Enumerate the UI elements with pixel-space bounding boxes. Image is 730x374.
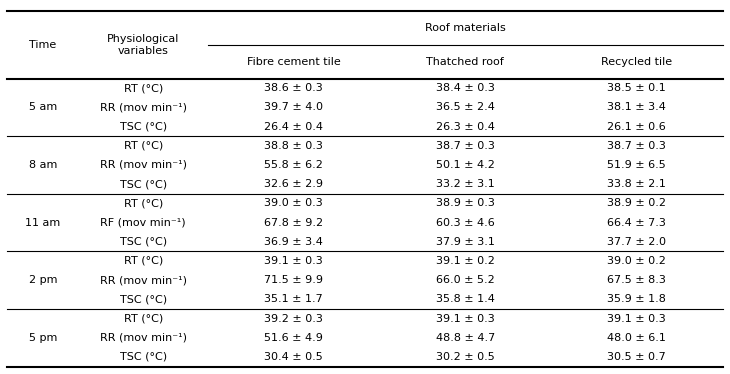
Text: 37.7 ± 2.0: 37.7 ± 2.0	[607, 237, 666, 247]
Text: Fibre cement tile: Fibre cement tile	[247, 57, 340, 67]
Text: Physiological
variables: Physiological variables	[107, 34, 180, 56]
Text: TSC (°C): TSC (°C)	[120, 237, 166, 247]
Text: 55.8 ± 6.2: 55.8 ± 6.2	[264, 160, 323, 170]
Text: 39.0 ± 0.2: 39.0 ± 0.2	[607, 256, 666, 266]
Text: RR (mov min⁻¹): RR (mov min⁻¹)	[100, 333, 187, 343]
Text: 5 am: 5 am	[29, 102, 57, 112]
Text: 26.1 ± 0.6: 26.1 ± 0.6	[607, 122, 666, 132]
Text: 39.0 ± 0.3: 39.0 ± 0.3	[264, 198, 323, 208]
Text: 39.1 ± 0.3: 39.1 ± 0.3	[607, 313, 666, 324]
Text: 35.9 ± 1.8: 35.9 ± 1.8	[607, 294, 666, 304]
Text: RT (°C): RT (°C)	[123, 313, 163, 324]
Text: 38.5 ± 0.1: 38.5 ± 0.1	[607, 83, 666, 93]
Text: 39.1 ± 0.3: 39.1 ± 0.3	[264, 256, 323, 266]
Text: 33.2 ± 3.1: 33.2 ± 3.1	[436, 179, 494, 189]
Text: 38.9 ± 0.3: 38.9 ± 0.3	[436, 198, 495, 208]
Text: 38.1 ± 3.4: 38.1 ± 3.4	[607, 102, 666, 112]
Text: 33.8 ± 2.1: 33.8 ± 2.1	[607, 179, 666, 189]
Text: 38.4 ± 0.3: 38.4 ± 0.3	[436, 83, 495, 93]
Text: 38.8 ± 0.3: 38.8 ± 0.3	[264, 141, 323, 151]
Text: 51.6 ± 4.9: 51.6 ± 4.9	[264, 333, 323, 343]
Text: 67.5 ± 8.3: 67.5 ± 8.3	[607, 275, 666, 285]
Text: 11 am: 11 am	[26, 218, 61, 227]
Text: 36.9 ± 3.4: 36.9 ± 3.4	[264, 237, 323, 247]
Text: 50.1 ± 4.2: 50.1 ± 4.2	[436, 160, 495, 170]
Text: TSC (°C): TSC (°C)	[120, 294, 166, 304]
Text: 37.9 ± 3.1: 37.9 ± 3.1	[436, 237, 495, 247]
Text: Time: Time	[29, 40, 57, 50]
Text: 38.7 ± 0.3: 38.7 ± 0.3	[436, 141, 495, 151]
Text: 66.0 ± 5.2: 66.0 ± 5.2	[436, 275, 494, 285]
Text: 38.9 ± 0.2: 38.9 ± 0.2	[607, 198, 666, 208]
Text: 39.2 ± 0.3: 39.2 ± 0.3	[264, 313, 323, 324]
Text: 35.8 ± 1.4: 35.8 ± 1.4	[436, 294, 495, 304]
Text: 67.8 ± 9.2: 67.8 ± 9.2	[264, 218, 323, 227]
Text: 30.4 ± 0.5: 30.4 ± 0.5	[264, 352, 323, 362]
Text: 71.5 ± 9.9: 71.5 ± 9.9	[264, 275, 323, 285]
Text: RT (°C): RT (°C)	[123, 198, 163, 208]
Text: 30.2 ± 0.5: 30.2 ± 0.5	[436, 352, 494, 362]
Text: 39.1 ± 0.3: 39.1 ± 0.3	[436, 313, 494, 324]
Text: 2 pm: 2 pm	[28, 275, 58, 285]
Text: TSC (°C): TSC (°C)	[120, 179, 166, 189]
Text: 32.6 ± 2.9: 32.6 ± 2.9	[264, 179, 323, 189]
Text: TSC (°C): TSC (°C)	[120, 352, 166, 362]
Text: RT (°C): RT (°C)	[123, 256, 163, 266]
Text: RT (°C): RT (°C)	[123, 83, 163, 93]
Text: 38.6 ± 0.3: 38.6 ± 0.3	[264, 83, 323, 93]
Text: 38.7 ± 0.3: 38.7 ± 0.3	[607, 141, 666, 151]
Text: RR (mov min⁻¹): RR (mov min⁻¹)	[100, 160, 187, 170]
Text: 8 am: 8 am	[29, 160, 57, 170]
Text: Thatched roof: Thatched roof	[426, 57, 504, 67]
Text: Roof materials: Roof materials	[425, 23, 506, 33]
Text: 26.3 ± 0.4: 26.3 ± 0.4	[436, 122, 495, 132]
Text: 48.8 ± 4.7: 48.8 ± 4.7	[436, 333, 495, 343]
Text: 5 pm: 5 pm	[29, 333, 57, 343]
Text: RR (mov min⁻¹): RR (mov min⁻¹)	[100, 102, 187, 112]
Text: RT (°C): RT (°C)	[123, 141, 163, 151]
Text: RF (mov min⁻¹): RF (mov min⁻¹)	[101, 218, 186, 227]
Text: 36.5 ± 2.4: 36.5 ± 2.4	[436, 102, 495, 112]
Text: 48.0 ± 6.1: 48.0 ± 6.1	[607, 333, 666, 343]
Text: Recycled tile: Recycled tile	[602, 57, 672, 67]
Text: 39.1 ± 0.2: 39.1 ± 0.2	[436, 256, 495, 266]
Text: TSC (°C): TSC (°C)	[120, 122, 166, 132]
Text: 26.4 ± 0.4: 26.4 ± 0.4	[264, 122, 323, 132]
Text: RR (mov min⁻¹): RR (mov min⁻¹)	[100, 275, 187, 285]
Text: 30.5 ± 0.7: 30.5 ± 0.7	[607, 352, 666, 362]
Text: 39.7 ± 4.0: 39.7 ± 4.0	[264, 102, 323, 112]
Text: 35.1 ± 1.7: 35.1 ± 1.7	[264, 294, 323, 304]
Text: 60.3 ± 4.6: 60.3 ± 4.6	[436, 218, 494, 227]
Text: 66.4 ± 7.3: 66.4 ± 7.3	[607, 218, 666, 227]
Text: 51.9 ± 6.5: 51.9 ± 6.5	[607, 160, 666, 170]
